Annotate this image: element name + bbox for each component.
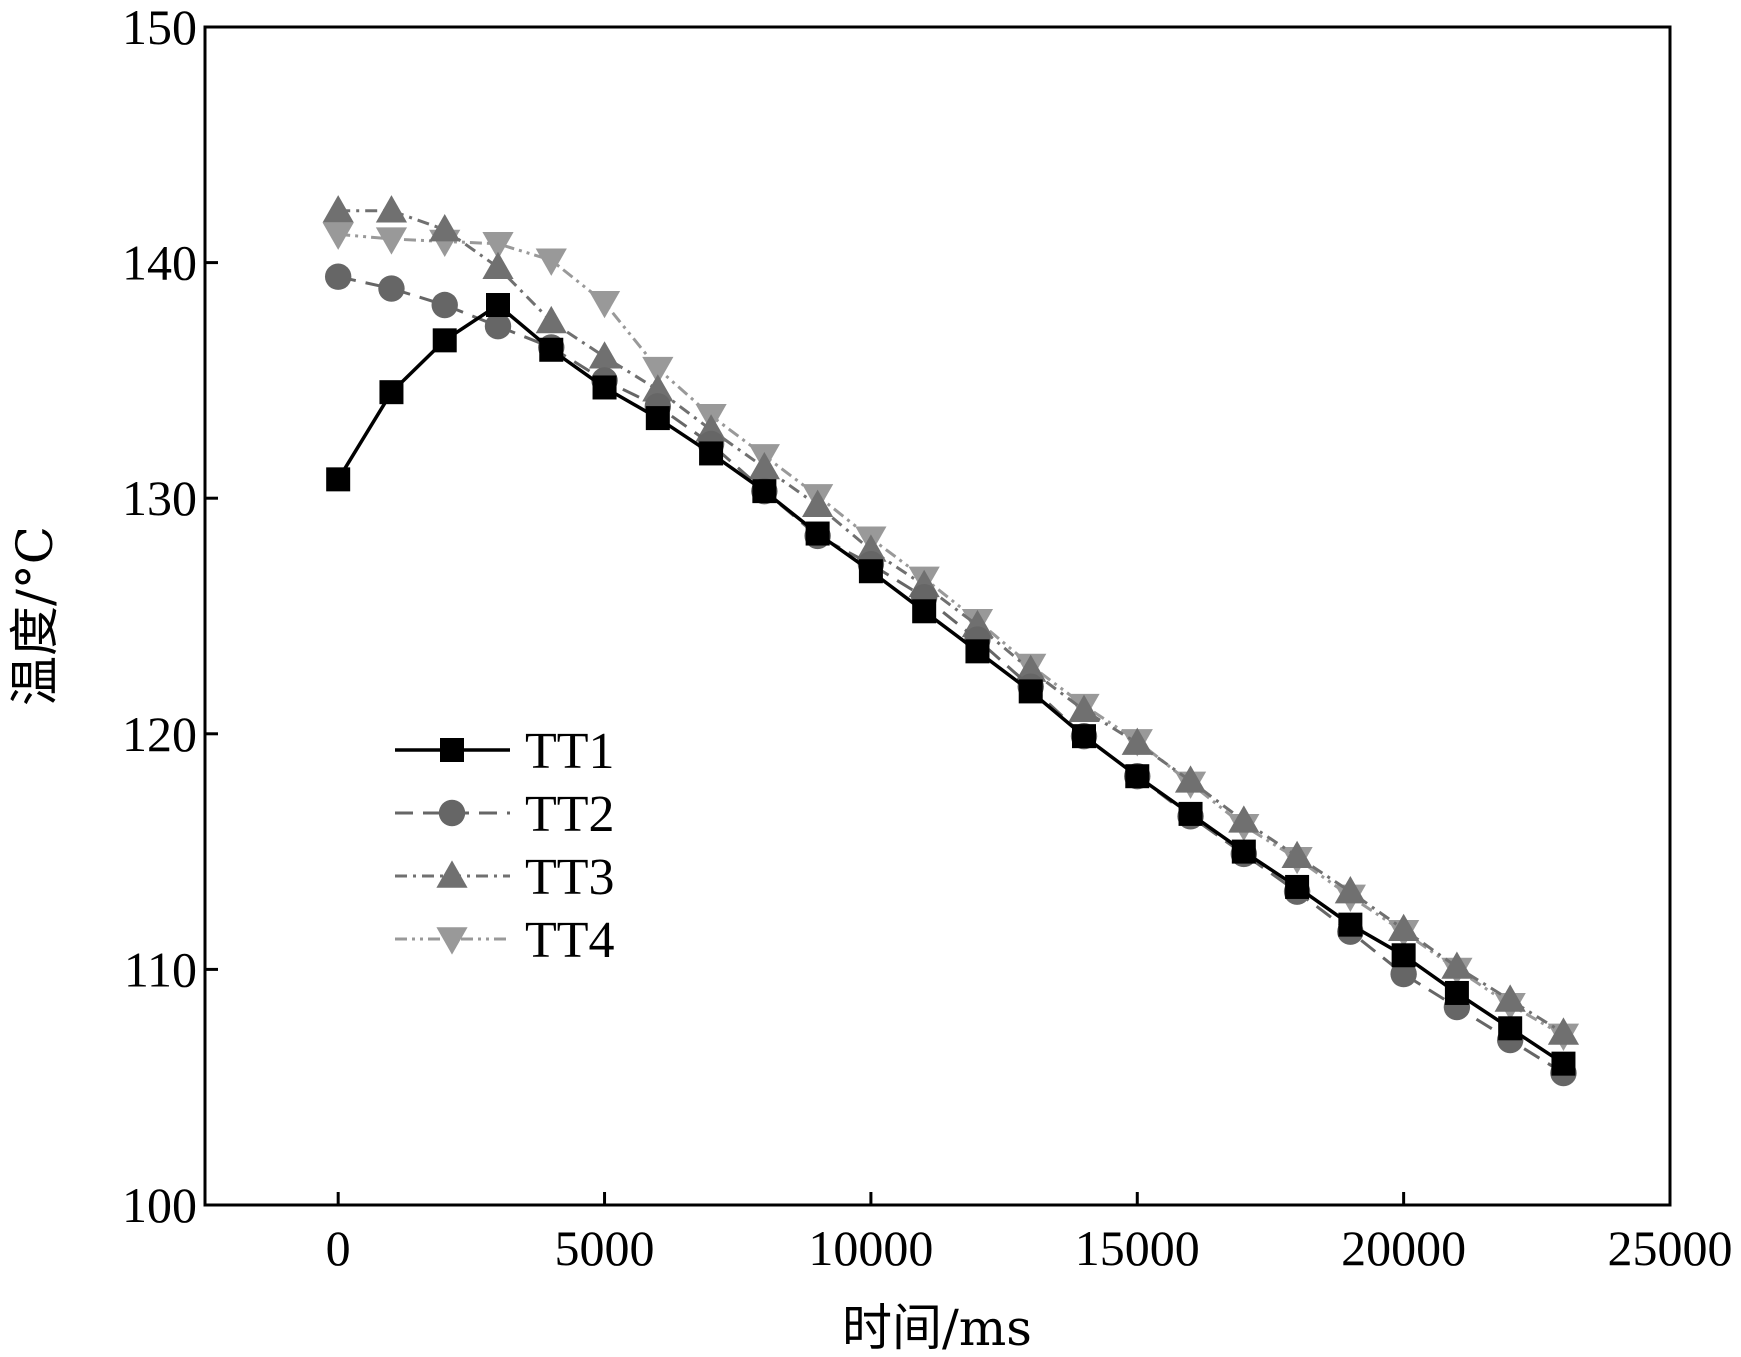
- y-tick-label: 150: [122, 0, 197, 55]
- legend-marker: [438, 799, 466, 827]
- series-line-tt1: [336, 302, 1565, 1066]
- series-line-tt2: [337, 275, 1565, 1075]
- series-tt2: [324, 263, 1577, 1087]
- data-point-tt1: [1125, 764, 1150, 789]
- data-point-tt2: [1390, 960, 1417, 988]
- plot-frame: [203, 25, 1672, 1207]
- series-tt3: [322, 195, 1580, 1045]
- data-point-tt1: [1391, 943, 1416, 968]
- series-layer: [322, 195, 1580, 1087]
- data-point-tt3: [322, 195, 354, 223]
- series-line-tt3: [338, 209, 1565, 1035]
- data-point-tt3: [1281, 840, 1313, 869]
- data-point-tt1: [432, 328, 457, 353]
- data-point-tt1: [645, 406, 670, 431]
- legend-label: TT3: [525, 849, 615, 906]
- data-point-tt3: [1547, 1017, 1580, 1045]
- data-point-tt3: [1068, 694, 1100, 722]
- data-point-tt2: [378, 275, 405, 302]
- data-point-tt1: [965, 639, 990, 664]
- data-point-tt1: [1178, 801, 1203, 826]
- data-point-tt1: [1018, 679, 1043, 704]
- series-tt1: [326, 293, 1576, 1076]
- data-point-tt3: [802, 489, 834, 517]
- series-tt4: [322, 222, 1580, 1051]
- data-point-tt1: [752, 479, 777, 504]
- x-tick-label: 25000: [1608, 1220, 1733, 1276]
- data-point-tt4: [535, 248, 567, 276]
- data-point-tt4: [482, 232, 514, 260]
- x-tick-label: 5000: [555, 1220, 655, 1276]
- y-tick-label: 120: [122, 706, 197, 762]
- x-tick-label: 10000: [808, 1220, 933, 1276]
- data-point-tt4: [322, 222, 354, 250]
- legend-marker: [440, 738, 464, 762]
- legend-marker: [436, 860, 468, 888]
- legend-item-tt1: TT1: [395, 723, 615, 780]
- data-point-tt3: [1121, 727, 1153, 755]
- y-tick-label: 110: [124, 941, 197, 997]
- data-point-tt2: [324, 263, 352, 290]
- data-point-tt1: [699, 441, 724, 466]
- data-point-tt1: [1285, 874, 1310, 899]
- data-point-tt1: [1231, 839, 1256, 864]
- data-point-tt3: [1388, 913, 1420, 942]
- x-axis-title: 时间/ms: [842, 1299, 1032, 1357]
- data-point-tt3: [482, 251, 514, 280]
- data-point-tt1: [379, 380, 404, 405]
- legend-label: TT4: [525, 912, 615, 969]
- data-point-tt3: [1441, 951, 1473, 979]
- data-point-tt2: [431, 291, 458, 319]
- legend-label: TT2: [525, 786, 615, 843]
- legend-item-tt4: TT4: [395, 912, 615, 969]
- data-point-tt3: [748, 451, 780, 480]
- data-point-tt1: [805, 521, 830, 546]
- data-point-tt3: [535, 305, 567, 334]
- legend: TT1 TT2 TT3 TT4: [395, 723, 615, 969]
- data-point-tt1: [539, 337, 564, 362]
- data-point-tt3: [642, 374, 674, 402]
- y-axis-ticks: 100 110 120 130 140 150: [122, 0, 218, 1233]
- data-point-tt4: [588, 290, 621, 319]
- data-point-tt4: [642, 356, 674, 385]
- data-point-tt1: [912, 599, 937, 624]
- y-axis-title: 温度/°C: [6, 526, 64, 706]
- data-point-tt1: [326, 467, 351, 492]
- legend-marker: [436, 927, 468, 955]
- data-point-tt1: [486, 293, 510, 318]
- series-line-tt4: [338, 232, 1565, 1037]
- data-point-tt1: [1498, 1016, 1523, 1041]
- data-point-tt1: [1072, 724, 1096, 749]
- y-tick-label: 130: [122, 470, 197, 526]
- x-tick-label: 20000: [1341, 1220, 1466, 1276]
- data-point-tt2: [484, 313, 512, 340]
- data-point-tt1: [592, 375, 617, 400]
- legend-label: TT1: [525, 723, 615, 780]
- data-point-tt3: [1228, 805, 1260, 833]
- data-point-tt3: [1015, 654, 1047, 682]
- data-point-tt1: [1338, 912, 1363, 937]
- data-point-tt1: [858, 559, 883, 584]
- data-point-tt3: [1494, 984, 1526, 1012]
- data-point-tt1: [1551, 1051, 1576, 1076]
- data-point-tt3: [1334, 876, 1366, 904]
- x-tick-label: 0: [326, 1220, 351, 1276]
- data-point-tt3: [588, 341, 621, 369]
- data-point-tt4: [375, 227, 408, 255]
- x-tick-label: 15000: [1075, 1220, 1200, 1276]
- legend-item-tt2: TT2: [395, 786, 615, 843]
- y-tick-label: 100: [122, 1177, 197, 1233]
- data-point-tt1: [1444, 980, 1469, 1005]
- x-axis-ticks: 0 5000 10000 15000 20000 25000: [326, 1192, 1733, 1276]
- data-point-tt3: [375, 195, 408, 223]
- legend-item-tt3: TT3: [395, 849, 615, 906]
- data-point-tt3: [429, 214, 461, 242]
- data-point-tt3: [1174, 765, 1207, 793]
- y-tick-label: 140: [122, 235, 197, 291]
